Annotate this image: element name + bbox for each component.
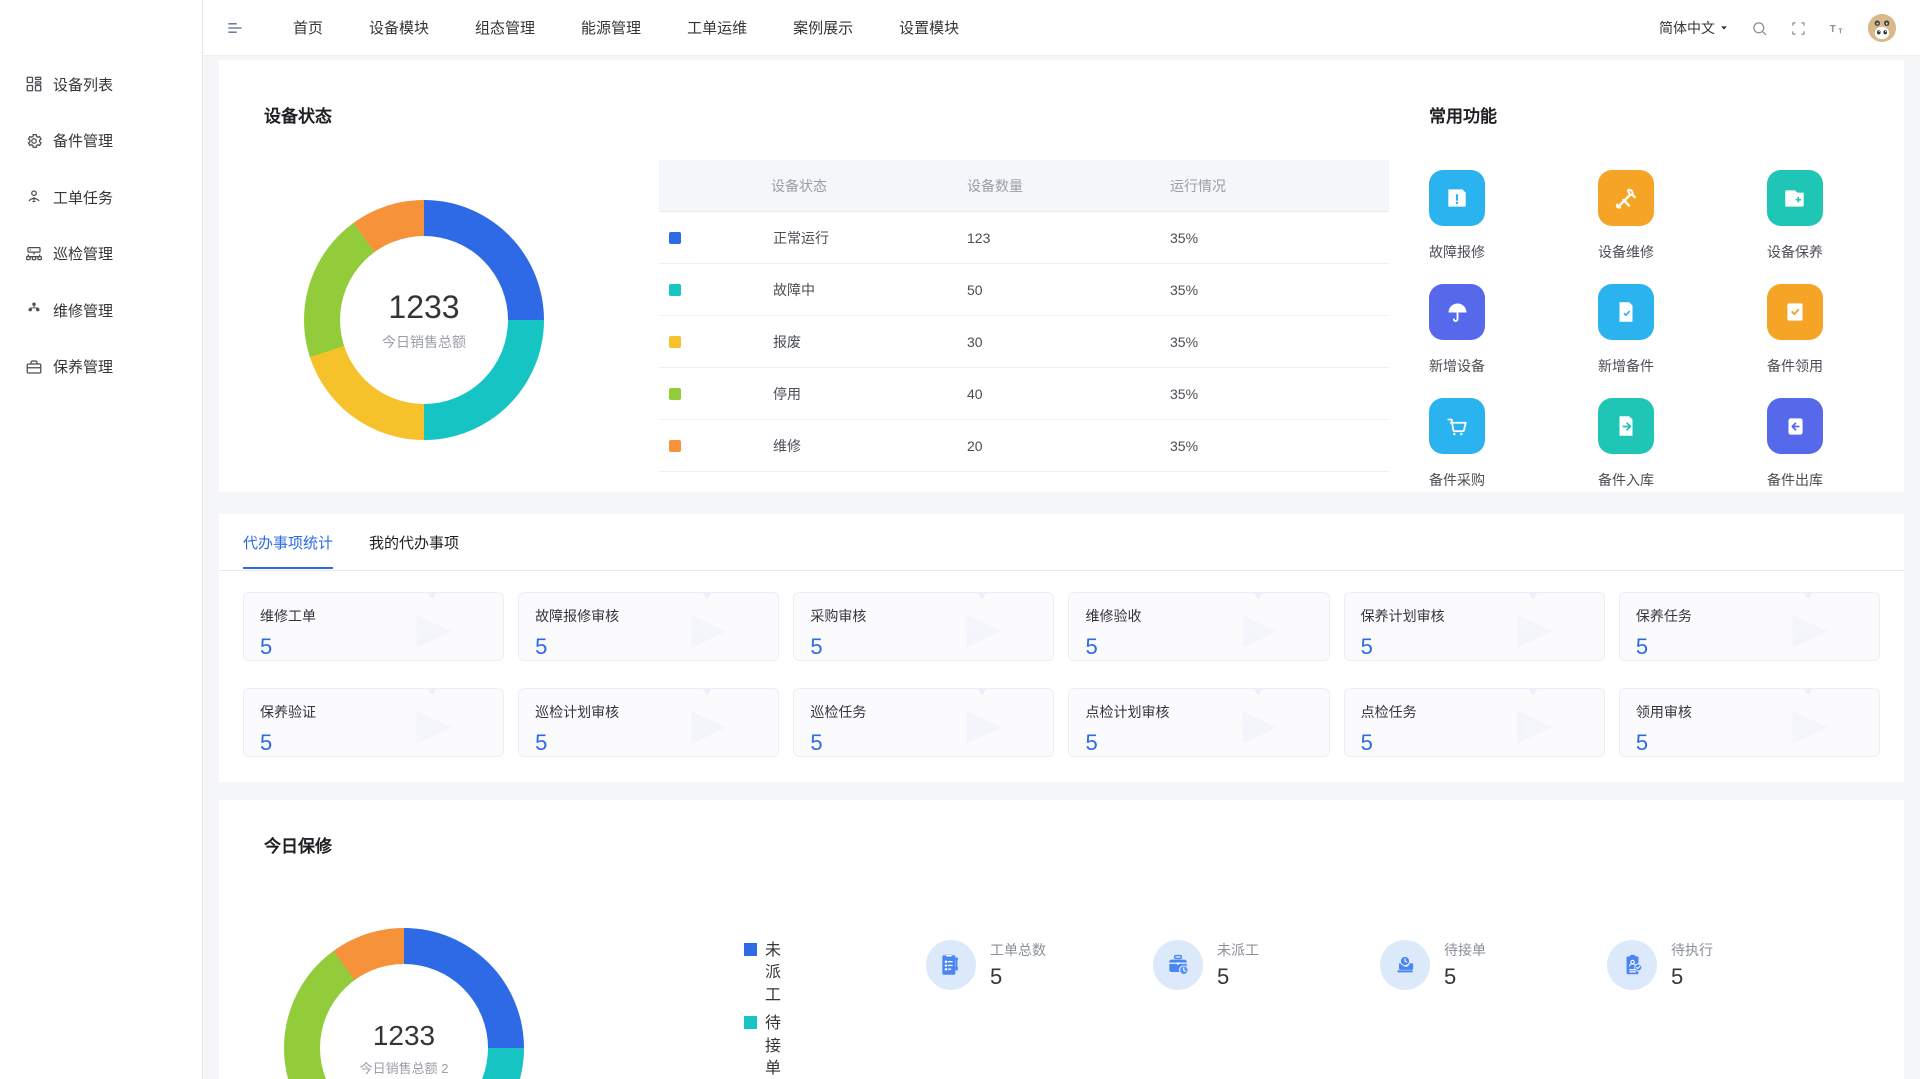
svg-text:T: T [1838, 27, 1843, 35]
svg-text:T: T [1830, 24, 1836, 35]
